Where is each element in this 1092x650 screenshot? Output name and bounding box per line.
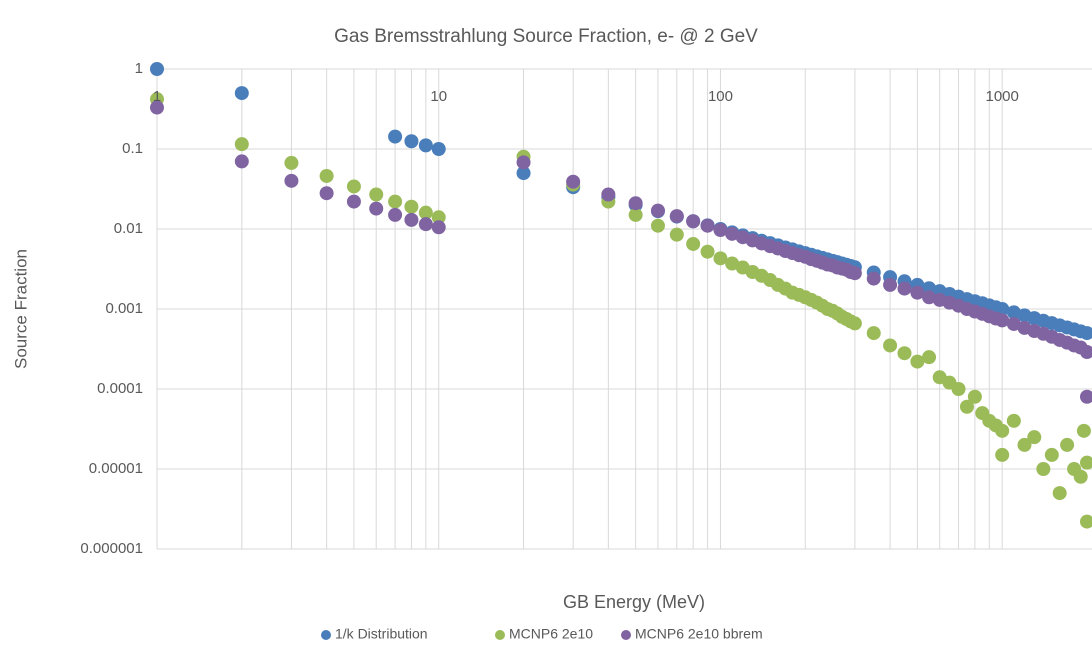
chart-title: Gas Bremsstrahlung Source Fraction, e- @… [334,26,758,47]
data-point [1080,389,1092,404]
data-point [418,205,433,220]
x-tick-label: 10 [430,88,447,105]
data-point [713,223,728,238]
data-point [628,196,643,211]
data-point [866,326,881,341]
data-point [234,154,249,169]
y-tick-label: 0.1 [122,140,143,157]
data-point [959,399,974,414]
data-point [234,137,249,152]
legend-marker [621,630,631,640]
y-tick-label: 0.001 [105,300,143,317]
data-point [150,100,164,115]
y-tick-label: 0.01 [114,220,143,237]
data-point [418,217,433,232]
data-point [847,266,862,281]
y-tick-label: 0.000001 [80,540,143,557]
data-point [369,201,384,216]
data-point [713,251,728,266]
data-point [995,423,1010,438]
data-point [388,129,403,144]
data-point [1073,469,1088,484]
data-point [1080,514,1092,529]
data-point [1080,326,1092,341]
x-tick-label: 1 [153,88,161,105]
data-point [516,166,531,181]
data-point [601,187,616,202]
data-point [234,86,249,101]
data-point [883,277,898,292]
data-point [404,212,419,227]
data-point [847,316,862,331]
x-axis-title: GB Energy (MeV) [563,592,705,612]
data-point [897,346,912,361]
data-point [725,226,740,241]
data-point [346,179,361,194]
data-point [418,138,433,153]
data-point [686,236,701,251]
data-point [284,155,299,170]
data-point [404,199,419,214]
data-point [650,203,665,218]
data-point [1006,413,1021,428]
data-point [700,244,715,259]
y-tick-label: 0.0001 [97,380,143,397]
data-point [431,142,446,156]
data-point [628,207,643,222]
data-point [1060,437,1075,452]
data-point [910,285,925,300]
data-point [388,207,403,222]
y-tick-label: 0.00001 [89,460,143,477]
data-point [319,168,334,183]
data-point [369,187,384,202]
data-point [967,389,982,404]
data-point [284,173,299,188]
data-point [650,218,665,233]
legend-label: MCNP6 2e10 bbrem [635,626,763,642]
data-point [700,218,715,233]
data-point [431,210,446,225]
data-point [346,194,361,209]
data-point [1044,447,1059,462]
legend-marker [321,630,331,640]
y-axis-title: Source Fraction [11,249,30,369]
data-point [883,338,898,353]
x-tick-label: 1000 [986,88,1019,105]
data-point [995,447,1010,462]
data-point [1036,462,1051,476]
data-point [516,155,531,170]
data-point [1027,430,1042,445]
data-point [1080,455,1092,470]
data-point [1076,423,1091,438]
y-tick-label: 1 [135,60,143,77]
x-tick-label: 100 [708,88,733,105]
data-point [910,354,925,369]
data-point [1080,345,1092,360]
data-point [922,350,937,365]
data-point [404,134,419,149]
data-point [1006,316,1021,331]
data-point [566,174,581,189]
legend-marker [495,630,505,640]
legend-label: MCNP6 2e10 [509,626,593,642]
data-point [951,382,966,396]
data-point [897,281,912,296]
data-point [669,209,684,224]
data-point [725,256,740,271]
data-point [1052,486,1067,501]
data-point [431,220,446,235]
data-point [319,186,334,201]
data-point [995,313,1010,328]
data-point [866,271,881,286]
data-point [150,62,164,76]
legend-label: 1/k Distribution [335,626,428,642]
data-point [669,227,684,242]
data-point [1017,437,1032,452]
data-point [388,194,403,209]
data-point [686,214,701,229]
data-point [1006,305,1021,320]
data-point [922,290,937,305]
